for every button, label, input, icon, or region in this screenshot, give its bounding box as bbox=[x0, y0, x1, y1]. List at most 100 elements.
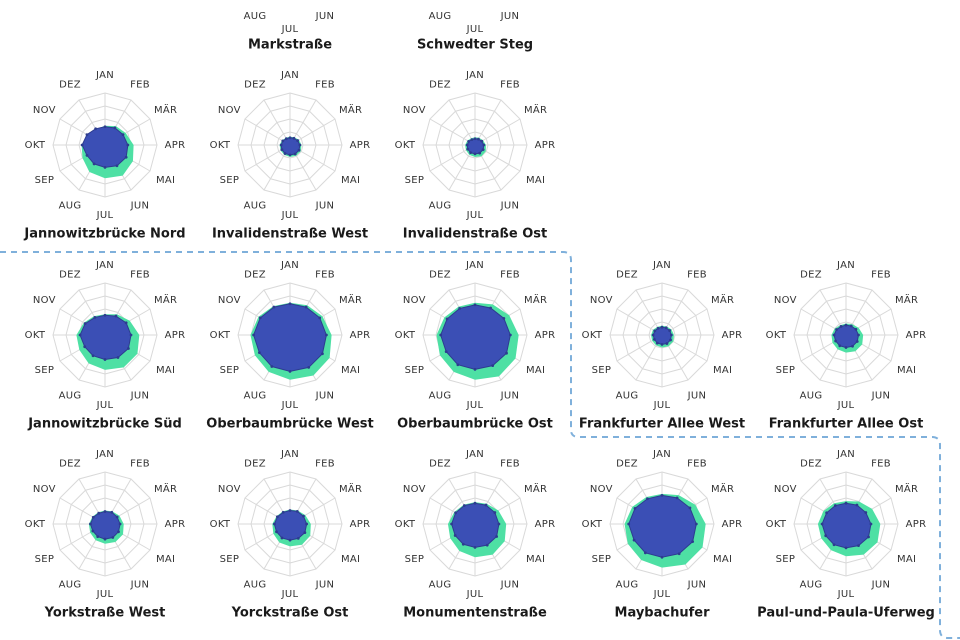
data-point bbox=[832, 333, 836, 337]
data-point bbox=[115, 164, 119, 168]
month-label: APR bbox=[350, 140, 371, 151]
data-point bbox=[283, 152, 287, 155]
month-label: JUL bbox=[653, 589, 671, 600]
data-point bbox=[478, 151, 482, 155]
radar-chart: JAN FEB MÄR APR MAI JUN JUL AUG SEP OKT NOV DEZ Mayb… bbox=[582, 449, 743, 621]
data-point bbox=[820, 522, 824, 526]
month-label: SEP bbox=[592, 554, 612, 565]
data-point bbox=[491, 364, 495, 368]
data-point bbox=[292, 136, 296, 140]
data-point bbox=[91, 529, 95, 533]
data-point bbox=[627, 522, 631, 526]
month-label: MÄR bbox=[154, 103, 177, 116]
data-point bbox=[288, 370, 292, 373]
data-point bbox=[83, 345, 87, 349]
radar-chart: JAN FEB MÄR APR MAI JUN JUL AUG SEP OKT NOV DEZ Fran… bbox=[766, 260, 926, 432]
data-point bbox=[85, 154, 89, 157]
month-label: SEP bbox=[776, 554, 796, 565]
data-point bbox=[497, 522, 501, 526]
month-label: NOV bbox=[774, 484, 797, 495]
month-label: AUG bbox=[59, 580, 82, 591]
data-point bbox=[675, 496, 679, 500]
month-label: JAN bbox=[280, 70, 299, 81]
radar-chart: JAN FEB MÄR APR MAI JUN JUL AUG SEP OKT NOV DEZ Paul… bbox=[757, 449, 935, 621]
month-label: AUG bbox=[616, 580, 639, 591]
month-label: MÄR bbox=[339, 293, 362, 306]
month-label: SEP bbox=[405, 175, 425, 186]
station-title: Paul-und-Paula-Uferweg bbox=[757, 606, 935, 621]
data-point bbox=[127, 347, 130, 350]
month-label: MAI bbox=[341, 175, 360, 186]
month-label: JUL bbox=[281, 400, 299, 411]
month-label: JUL bbox=[466, 589, 484, 600]
month-label: DEZ bbox=[429, 458, 451, 469]
data-point bbox=[252, 333, 256, 337]
data-point bbox=[450, 522, 453, 526]
data-point bbox=[80, 143, 84, 147]
month-label: MAI bbox=[897, 554, 916, 565]
month-label: FEB bbox=[315, 458, 335, 469]
month-label: AUG bbox=[429, 580, 452, 591]
month-label: SEP bbox=[220, 554, 240, 565]
month-label: MAI bbox=[526, 365, 545, 376]
month-label: SEP bbox=[776, 365, 796, 376]
month-label: APR bbox=[722, 519, 743, 530]
month-label: DEZ bbox=[244, 79, 266, 90]
data-point bbox=[288, 302, 292, 306]
month-label: JUN bbox=[500, 580, 520, 591]
data-point bbox=[839, 325, 843, 328]
data-point bbox=[651, 333, 655, 337]
data-point bbox=[117, 530, 120, 534]
month-label: NOV bbox=[403, 295, 426, 306]
month-label: JUN bbox=[500, 201, 520, 212]
month-label: AUG bbox=[800, 580, 823, 591]
data-point bbox=[844, 323, 848, 327]
data-point bbox=[854, 327, 858, 331]
month-label: JUN bbox=[687, 580, 707, 591]
month-label: MÄR bbox=[524, 482, 547, 495]
month-label: AUG bbox=[59, 391, 82, 402]
data-point bbox=[869, 522, 873, 526]
data-point bbox=[677, 552, 681, 556]
data-point bbox=[844, 346, 848, 349]
data-point bbox=[489, 306, 492, 310]
radar-chart: JAN FEB MÄR APR MAI JUN JUL AUG SEP OKT NOV DEZ Yorc… bbox=[210, 449, 370, 621]
month-label: OKT bbox=[210, 140, 231, 151]
data-point bbox=[273, 522, 276, 526]
month-label: MÄR bbox=[711, 293, 734, 306]
month-label: APR bbox=[722, 330, 743, 341]
data-point bbox=[126, 143, 130, 147]
month-label: JUN bbox=[500, 391, 520, 402]
data-point bbox=[296, 537, 300, 540]
data-point bbox=[857, 544, 860, 548]
month-label: JUN bbox=[687, 391, 707, 402]
station-title: Frankfurter Allee West bbox=[579, 417, 745, 432]
data-point bbox=[110, 510, 114, 514]
month-label: MÄR bbox=[711, 482, 734, 495]
month-label: MAI bbox=[156, 554, 175, 565]
data-point bbox=[321, 352, 324, 356]
month-label: APR bbox=[165, 519, 186, 530]
station-title: Invalidenstraße West bbox=[212, 227, 368, 242]
data-point bbox=[470, 138, 474, 141]
month-label: NOV bbox=[218, 295, 241, 306]
month-label: DEZ bbox=[59, 79, 81, 90]
month-label: JUL bbox=[653, 400, 671, 411]
grid-spoke bbox=[448, 99, 476, 146]
data-point bbox=[295, 509, 299, 513]
data-point bbox=[465, 143, 469, 147]
month-label: MAI bbox=[156, 365, 175, 376]
month-label: NOV bbox=[218, 484, 241, 495]
data-point bbox=[91, 515, 95, 519]
month-label: NOV bbox=[774, 295, 797, 306]
data-point bbox=[258, 316, 262, 320]
month-label: SEP bbox=[405, 554, 425, 565]
data-point bbox=[303, 531, 307, 534]
data-point bbox=[103, 125, 107, 129]
month-label: JAN bbox=[652, 449, 671, 460]
data-point bbox=[115, 515, 119, 519]
data-point bbox=[688, 506, 692, 510]
month-label: NOV bbox=[590, 295, 613, 306]
data-point bbox=[103, 165, 107, 169]
month-label: DEZ bbox=[429, 269, 451, 280]
